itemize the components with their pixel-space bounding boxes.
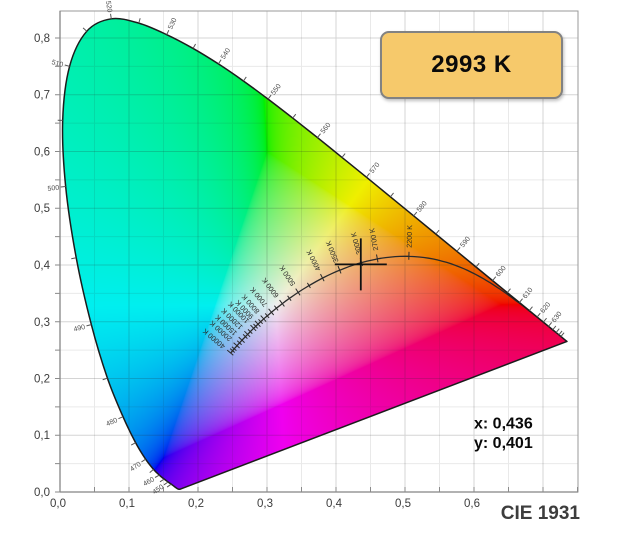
svg-text:0,2: 0,2 <box>34 374 50 386</box>
svg-text:490: 490 <box>73 324 86 334</box>
svg-text:620: 620 <box>539 301 552 315</box>
svg-text:510: 510 <box>51 59 64 69</box>
svg-text:0,2: 0,2 <box>188 498 204 510</box>
svg-text:0,1: 0,1 <box>34 430 50 442</box>
svg-text:0,5: 0,5 <box>395 498 411 510</box>
svg-text:4000 K: 4000 K <box>304 248 322 273</box>
svg-text:610: 610 <box>522 287 535 301</box>
svg-text:560: 560 <box>320 122 333 136</box>
svg-text:540: 540 <box>220 47 232 61</box>
svg-text:2700 K: 2700 K <box>367 227 380 251</box>
svg-text:0,5: 0,5 <box>34 203 50 215</box>
svg-text:0,1: 0,1 <box>119 498 135 510</box>
svg-text:0,4: 0,4 <box>326 498 343 510</box>
svg-text:530: 530 <box>167 17 178 31</box>
svg-text:x: 0,436: x: 0,436 <box>474 416 533 433</box>
svg-text:0,3: 0,3 <box>257 498 273 510</box>
svg-text:CIE 1931: CIE 1931 <box>501 503 581 524</box>
svg-text:600: 600 <box>495 265 508 279</box>
svg-text:480: 480 <box>105 417 119 428</box>
svg-text:0,3: 0,3 <box>34 317 50 329</box>
svg-text:580: 580 <box>416 200 429 214</box>
svg-text:2200 K: 2200 K <box>405 225 415 248</box>
svg-text:470: 470 <box>129 461 143 473</box>
svg-text:3500 K: 3500 K <box>324 239 341 264</box>
svg-text:0,6: 0,6 <box>34 147 50 159</box>
svg-text:0,0: 0,0 <box>34 487 50 499</box>
svg-text:0,0: 0,0 <box>50 498 66 510</box>
svg-text:590: 590 <box>459 236 472 250</box>
svg-text:520: 520 <box>104 0 113 13</box>
svg-text:0,7: 0,7 <box>34 90 50 102</box>
svg-text:460: 460 <box>142 476 156 488</box>
svg-text:0,6: 0,6 <box>464 498 480 510</box>
svg-text:500: 500 <box>47 185 59 193</box>
svg-text:0,8: 0,8 <box>34 33 50 45</box>
svg-text:5000 K: 5000 K <box>277 264 297 288</box>
svg-text:0,4: 0,4 <box>34 260 51 272</box>
svg-text:y: 0,401: y: 0,401 <box>474 435 533 452</box>
